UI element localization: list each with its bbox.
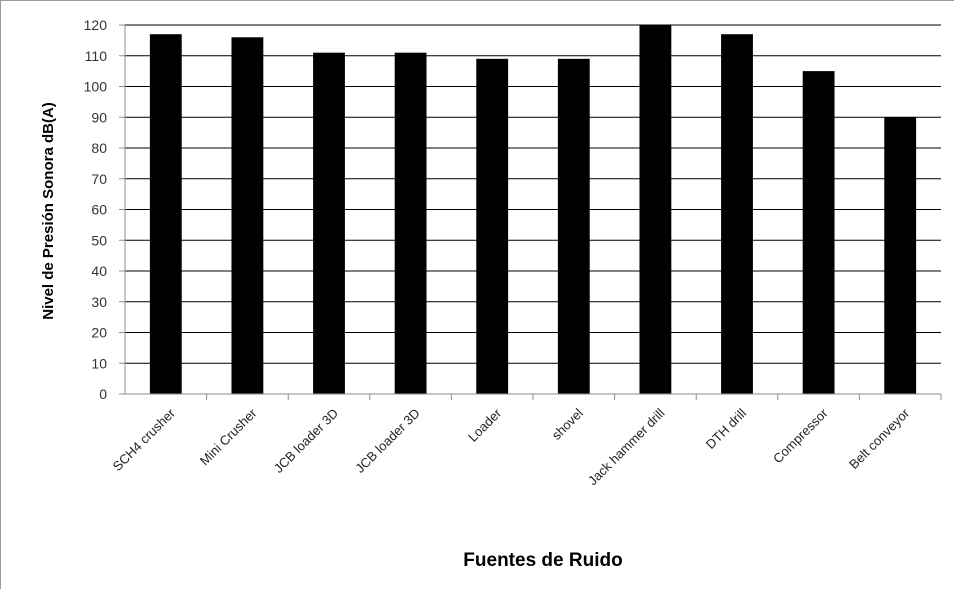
y-tick-label: 110 xyxy=(85,48,108,64)
y-tick-label: 50 xyxy=(91,232,107,248)
x-tick-labels: SCH4 crusher Mini Crusher JCB loader 3D JCB… xyxy=(110,405,913,488)
y-axis-title: Nivel de Presión Sonora dB(A) xyxy=(40,102,57,320)
y-tick-label: 30 xyxy=(91,294,107,310)
y-tick-label: 90 xyxy=(91,109,107,125)
bars xyxy=(149,25,917,395)
y-tick-label: 100 xyxy=(84,79,108,95)
bar xyxy=(557,58,590,394)
bar xyxy=(231,37,264,395)
y-tick-label: 120 xyxy=(84,17,108,33)
bar xyxy=(721,34,753,394)
bar xyxy=(884,117,917,394)
y-tick-label: 60 xyxy=(91,202,107,218)
y-tick-label: 0 xyxy=(99,386,107,402)
axes xyxy=(119,24,942,400)
x-category-label: Mini Crusher xyxy=(197,405,260,468)
x-category-label: JCB loader 3D xyxy=(352,406,422,476)
y-tick-label: 80 xyxy=(91,140,107,156)
x-axis-title: Fuentes de Ruido xyxy=(463,550,622,571)
bar xyxy=(476,58,509,394)
bar xyxy=(313,52,345,395)
x-category-label: Compressor xyxy=(770,405,831,466)
y-tick-labels: 0 10 20 30 40 50 60 70 80 90 100 110 120 xyxy=(84,17,108,402)
bar xyxy=(394,52,427,395)
x-category-label: JCB loader 3D xyxy=(271,406,341,476)
x-category-label: shovel xyxy=(549,405,586,442)
x-category-label: Loader xyxy=(465,405,505,445)
y-tick-label: 20 xyxy=(91,325,107,341)
y-tick-label: 70 xyxy=(91,171,107,187)
y-tick-label: 40 xyxy=(91,263,107,279)
x-category-label: Belt conveyor xyxy=(846,405,913,472)
bar xyxy=(149,34,182,394)
y-tick-label: 10 xyxy=(91,355,107,371)
x-category-label: SCH4 crusher xyxy=(110,405,179,474)
x-category-label: Jack hammer drill xyxy=(585,405,668,488)
bar xyxy=(802,71,835,394)
x-category-label: DTH drill xyxy=(703,405,749,451)
bar xyxy=(639,25,672,394)
